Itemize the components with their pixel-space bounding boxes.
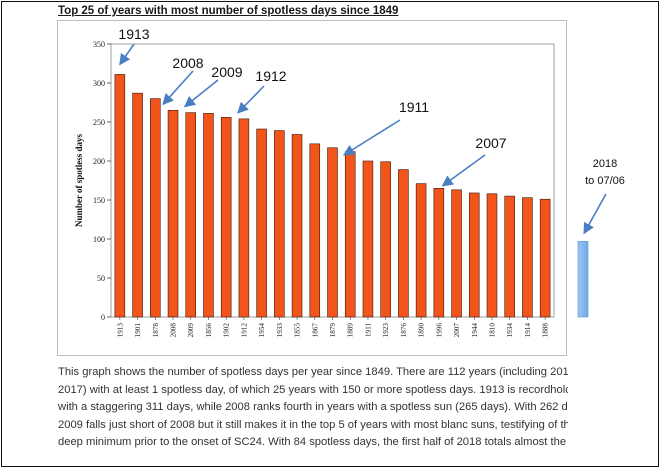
y-tick-label: 250 <box>93 118 105 127</box>
x-tick-label: 1878 <box>152 323 160 338</box>
bar <box>203 113 214 318</box>
bar <box>114 74 126 318</box>
y-axis-label: Number of spotless days <box>74 133 84 227</box>
annotation-label: 1913 <box>118 26 149 42</box>
x-tick-label: 1934 <box>506 323 514 338</box>
bar <box>468 192 480 318</box>
y-tick-label: 100 <box>93 235 105 244</box>
caption-line: 2017) with at least 1 spotless day, of w… <box>58 383 568 396</box>
bar <box>185 112 197 318</box>
caption-line: This graph shows the number of spotless … <box>58 366 568 378</box>
bar <box>415 183 427 318</box>
x-tick-label: 1888 <box>542 323 550 338</box>
caption-line: with a staggering 311 days, while 2008 r… <box>58 401 568 414</box>
bar <box>362 160 374 318</box>
x-tick-label: 1890 <box>418 323 426 338</box>
bar <box>238 118 250 318</box>
bar <box>486 193 498 318</box>
caption: This graph shows the number of spotless … <box>58 364 568 452</box>
x-tick-label: 1954 <box>258 323 266 338</box>
annotation-label: 2007 <box>475 135 506 151</box>
extra-bar-label: to 07/06 <box>585 175 625 187</box>
x-tick-label: 1856 <box>205 323 213 338</box>
y-tick-label: 300 <box>93 79 105 88</box>
x-tick-label: 1889 <box>347 323 355 338</box>
x-tick-label: 2007 <box>453 323 461 338</box>
annotation-arrow <box>183 79 219 108</box>
bar <box>291 134 303 318</box>
bar <box>539 198 551 318</box>
y-tick-label: 150 <box>93 196 105 205</box>
bar-2018 <box>577 241 589 318</box>
bar <box>274 130 285 318</box>
extra-bar-label: 2018 <box>593 158 617 170</box>
bar <box>380 161 391 318</box>
bar <box>398 169 409 318</box>
x-tick-label: 1901 <box>134 323 142 338</box>
bar <box>504 195 515 318</box>
bar <box>167 110 179 318</box>
bar-chart: 0 50 100 150 200 250 300 350 Number of spotless … <box>74 26 625 338</box>
x-tick-label: 2008 <box>170 323 178 338</box>
annotation-arrow <box>342 119 401 156</box>
bar <box>451 189 462 318</box>
bar <box>522 197 533 318</box>
y-tick-label: 200 <box>93 157 105 166</box>
x-tick-label: 1867 <box>311 323 319 338</box>
x-tick-label: 1996 <box>435 323 443 338</box>
bar <box>433 188 445 318</box>
caption-line: 2009 falls just short of 2008 but it sti… <box>58 418 568 431</box>
x-tick-label: 1914 <box>524 323 532 338</box>
x-tick-label: 1911 <box>364 323 372 338</box>
x-tick-label: 1855 <box>294 323 302 338</box>
x-tick-label: 1912 <box>240 323 248 338</box>
x-tick-label: 1913 <box>116 323 124 338</box>
x-tick-label: 1902 <box>223 323 231 338</box>
annotation-label: 2008 <box>172 55 203 71</box>
x-tick-label: 1944 <box>471 323 479 338</box>
x-tick-label: 2009 <box>187 323 195 338</box>
x-tick-label: 1879 <box>329 323 337 338</box>
bar <box>309 143 321 318</box>
bar <box>220 117 232 318</box>
bar <box>344 151 356 318</box>
x-tick-label: 1876 <box>400 323 408 338</box>
bar <box>150 98 161 318</box>
bar <box>327 147 338 318</box>
annotation-arrow <box>441 154 486 187</box>
x-tick-label: 1933 <box>276 323 284 338</box>
bar <box>256 128 267 318</box>
x-tick-label: 1923 <box>382 323 390 338</box>
caption-line: deep minimum prior to the onset of SC24.… <box>58 436 567 449</box>
bar <box>132 92 143 318</box>
annotation-arrow <box>162 70 194 106</box>
extra-bar-arrow <box>583 193 607 235</box>
y-tick-label: 50 <box>97 274 105 283</box>
y-tick-label: 350 <box>93 40 105 49</box>
page-title: Top 25 of years with most number of spot… <box>58 5 399 17</box>
annotation-label: 1912 <box>255 68 286 84</box>
y-tick-label: 0 <box>101 313 105 322</box>
x-tick-label: 1810 <box>488 323 496 338</box>
annotation-arrow <box>237 85 265 114</box>
annotation-arrow <box>119 43 135 66</box>
annotation-label: 1911 <box>399 99 429 115</box>
annotation-label: 2009 <box>211 64 242 80</box>
